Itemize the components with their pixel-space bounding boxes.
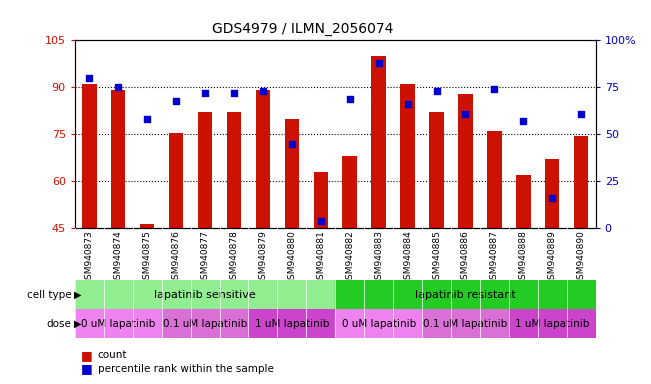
Point <box>460 111 471 117</box>
Bar <box>574 136 589 228</box>
Bar <box>372 56 386 228</box>
Text: GSM940883: GSM940883 <box>374 230 383 285</box>
Point <box>547 195 557 202</box>
Point <box>402 101 413 108</box>
Point <box>200 90 210 96</box>
Text: GSM940881: GSM940881 <box>316 230 326 285</box>
Bar <box>227 113 242 228</box>
Text: lapatinib resistant: lapatinib resistant <box>415 290 516 300</box>
Text: ■: ■ <box>81 362 93 375</box>
Bar <box>429 113 444 228</box>
Text: GSM940876: GSM940876 <box>172 230 180 285</box>
Point <box>113 84 124 91</box>
Point <box>518 118 529 124</box>
Text: 1 uM lapatinib: 1 uM lapatinib <box>515 318 589 329</box>
Text: 1 uM lapatinib: 1 uM lapatinib <box>255 318 329 329</box>
Bar <box>82 84 96 228</box>
Text: 0 uM lapatinib: 0 uM lapatinib <box>81 318 156 329</box>
Point <box>374 60 384 66</box>
Bar <box>487 131 502 228</box>
Text: 0 uM lapatinib: 0 uM lapatinib <box>342 318 416 329</box>
Bar <box>169 134 184 228</box>
Text: cell type: cell type <box>27 290 72 300</box>
Point <box>286 141 297 147</box>
Point <box>576 111 587 117</box>
Text: GSM940875: GSM940875 <box>143 230 152 285</box>
Bar <box>161 309 249 338</box>
Text: dose: dose <box>47 318 72 329</box>
Text: 0.1 uM lapatinib: 0.1 uM lapatinib <box>423 318 508 329</box>
Text: GSM940888: GSM940888 <box>519 230 528 285</box>
Text: GSM940882: GSM940882 <box>345 230 354 285</box>
Bar <box>458 94 473 228</box>
Point <box>489 86 499 92</box>
Bar <box>111 91 126 228</box>
Text: GSM940885: GSM940885 <box>432 230 441 285</box>
Point <box>344 96 355 102</box>
Bar <box>545 159 559 228</box>
Point <box>171 98 182 104</box>
Bar <box>75 280 335 309</box>
Bar <box>198 113 212 228</box>
Text: GDS4979 / ILMN_2056074: GDS4979 / ILMN_2056074 <box>212 23 393 36</box>
Point <box>229 90 239 96</box>
Bar <box>335 309 422 338</box>
Point <box>142 116 152 122</box>
Text: GSM940890: GSM940890 <box>577 230 586 285</box>
Text: GSM940874: GSM940874 <box>114 230 123 285</box>
Text: GSM940889: GSM940889 <box>547 230 557 285</box>
Text: GSM940878: GSM940878 <box>230 230 238 285</box>
Bar <box>335 280 596 309</box>
Point <box>316 218 326 224</box>
Text: 0.1 uM lapatinib: 0.1 uM lapatinib <box>163 318 247 329</box>
Text: GSM940880: GSM940880 <box>287 230 296 285</box>
Bar <box>314 172 328 228</box>
Text: GSM940873: GSM940873 <box>85 230 94 285</box>
Bar <box>249 309 335 338</box>
Text: GSM940887: GSM940887 <box>490 230 499 285</box>
Bar <box>516 175 531 228</box>
Bar <box>342 156 357 228</box>
Point <box>258 88 268 94</box>
Bar <box>75 309 161 338</box>
Text: lapatinib sensitive: lapatinib sensitive <box>154 290 256 300</box>
Text: percentile rank within the sample: percentile rank within the sample <box>98 364 273 374</box>
Text: count: count <box>98 350 127 360</box>
Text: GSM940886: GSM940886 <box>461 230 470 285</box>
Bar <box>509 309 596 338</box>
Text: GSM940877: GSM940877 <box>201 230 210 285</box>
Bar <box>140 224 154 228</box>
Point <box>84 75 94 81</box>
Bar <box>422 309 509 338</box>
Text: ▶: ▶ <box>74 318 82 329</box>
Bar <box>284 119 299 228</box>
Text: GSM940884: GSM940884 <box>403 230 412 285</box>
Bar <box>256 91 270 228</box>
Text: ▶: ▶ <box>74 290 82 300</box>
Text: GSM940879: GSM940879 <box>258 230 268 285</box>
Point <box>432 88 442 94</box>
Text: ■: ■ <box>81 349 93 362</box>
Bar <box>400 84 415 228</box>
